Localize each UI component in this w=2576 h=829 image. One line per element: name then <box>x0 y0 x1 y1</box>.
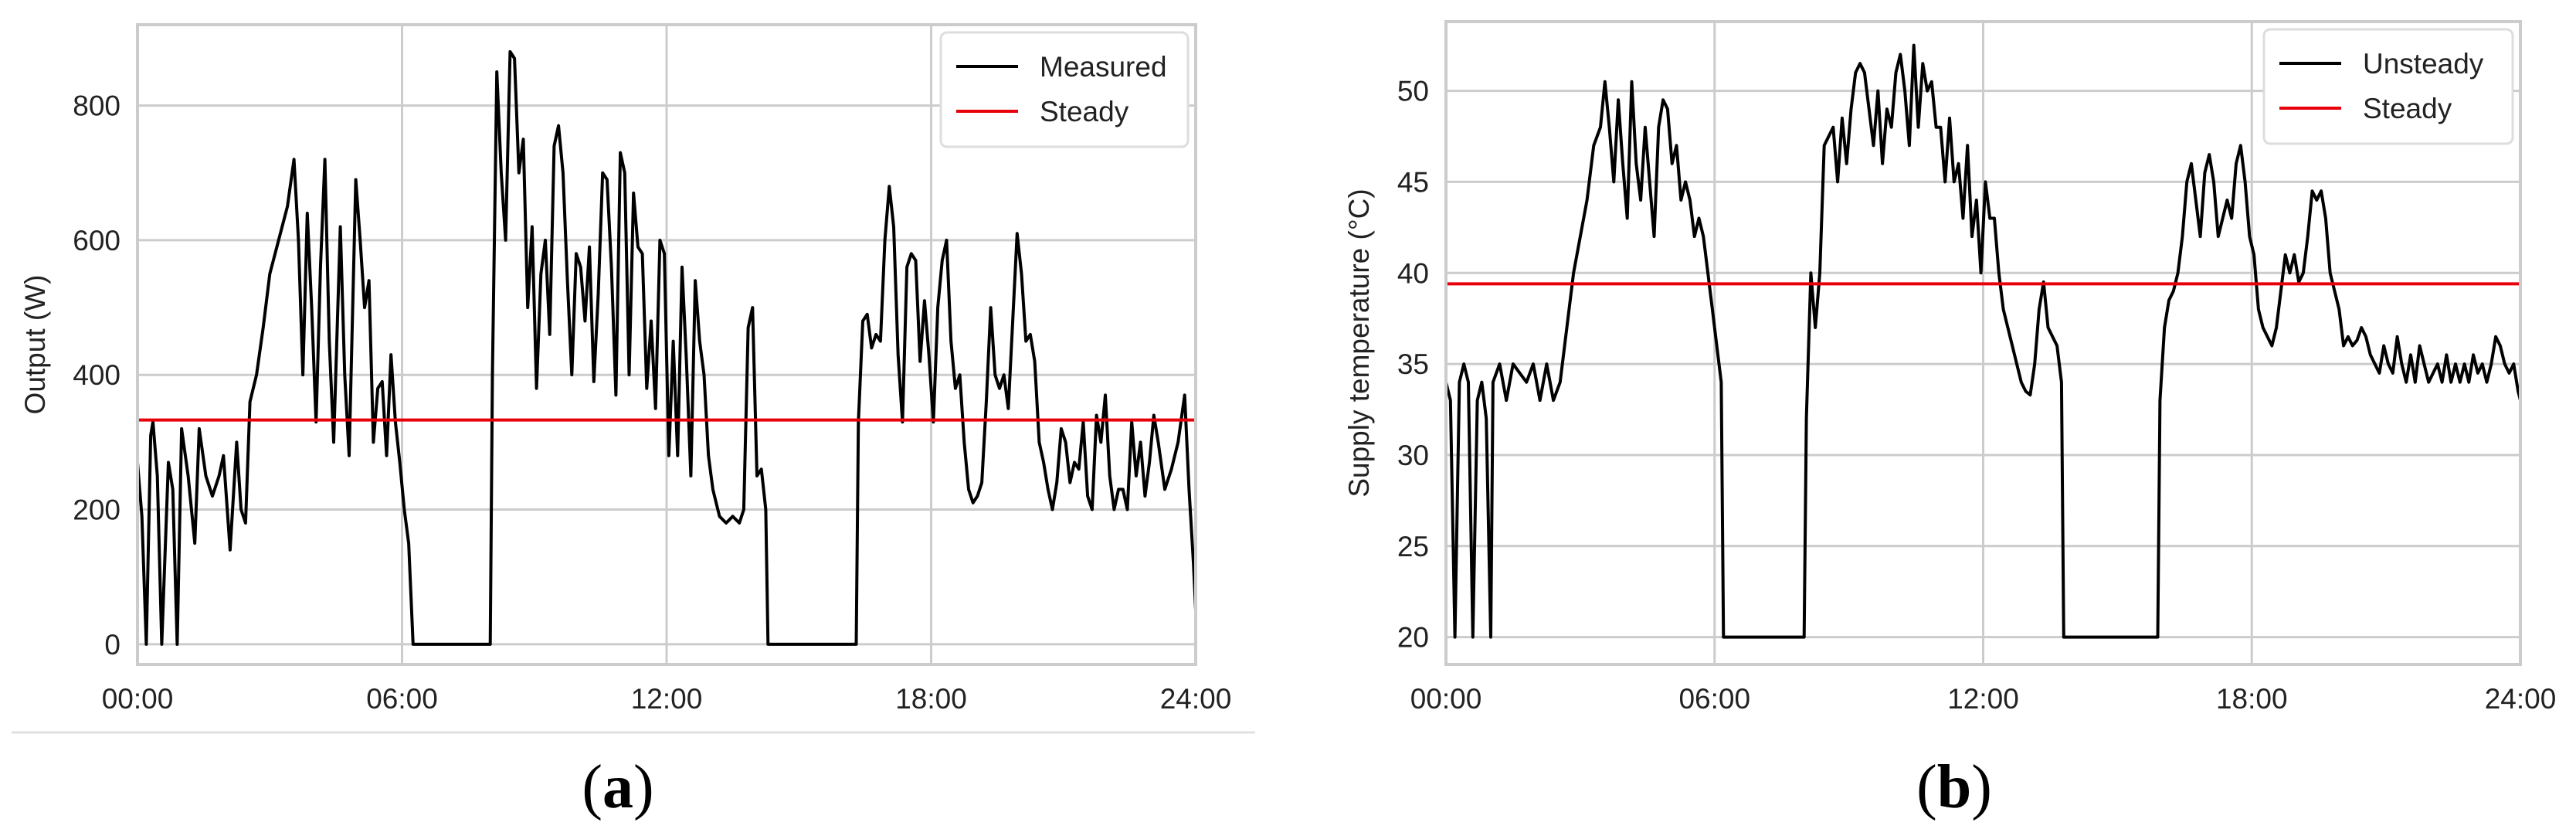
panel-a-legend-label-measured: Measured <box>1040 51 1167 83</box>
panel-b-series-unsteady-line <box>1444 43 2522 639</box>
panel-a-y-tick-label: 0 <box>104 629 120 661</box>
panel-b-x-tick-label: 12:00 <box>1947 683 2019 715</box>
panel-a: 00:00 06:00 12:00 18:00 24:00 0 200 400 600 800 Ou… <box>19 23 1232 821</box>
panel-a-y-tick-label: 600 <box>73 225 120 257</box>
panel-b-y-tick-label: 25 <box>1397 531 1429 562</box>
panel-a-x-tick-label: 06:00 <box>366 683 438 715</box>
panel-b-y-tick-label: 35 <box>1397 348 1429 380</box>
panel-b-y-tick-label: 50 <box>1397 76 1429 107</box>
panel-b-y-axis-label: Supply temperature (°C) <box>1343 189 1375 497</box>
panel-a-y-tick-label: 200 <box>73 494 120 526</box>
panel-a-caption: (a) <box>582 753 653 821</box>
panel-b-plot-frame <box>1444 20 2522 666</box>
panel-a-y-tick-label: 400 <box>73 359 120 391</box>
panel-b-x-tick-label: 18:00 <box>2216 683 2288 715</box>
panel-a-legend: Measured Steady <box>939 31 1190 148</box>
panel-a-x-tick-label: 00:00 <box>102 683 174 715</box>
panel-b-y-tick-label: 45 <box>1397 166 1429 198</box>
panel-b-legend-box <box>2262 28 2514 145</box>
panel-a-plot-frame <box>136 23 1197 666</box>
panel-a-x-tick-label: 12:00 <box>631 683 703 715</box>
panel-a-y-tick-label: 800 <box>73 90 120 122</box>
panel-a-y-axis-label: Output (W) <box>19 275 51 415</box>
panel-b-legend: Unsteady Steady <box>2262 28 2514 145</box>
panel-a-x-tick-label: 18:00 <box>895 683 967 715</box>
panel-b: 00:00 06:00 12:00 18:00 24:00 20 25 30 35 40 45 50 S… <box>1343 20 2557 821</box>
panel-a-x-tick-label: 24:00 <box>1160 683 1232 715</box>
panel-b-x-tick-label: 06:00 <box>1678 683 1750 715</box>
panel-b-caption: (b) <box>1916 753 1992 821</box>
panel-b-y-tick-label: 40 <box>1397 257 1429 289</box>
panel-b-legend-label-unsteady: Unsteady <box>2363 48 2484 80</box>
panel-a-legend-box <box>939 31 1190 148</box>
panel-b-y-tick-label: 30 <box>1397 440 1429 471</box>
panel-b-x-tick-label: 00:00 <box>1410 683 1482 715</box>
panel-b-x-tick-label: 24:00 <box>2485 683 2557 715</box>
panel-b-y-tick-label: 20 <box>1397 622 1429 654</box>
panel-a-legend-label-steady: Steady <box>1040 96 1129 127</box>
panel-a-series-measured-line <box>136 49 1197 646</box>
panel-b-legend-label-steady: Steady <box>2363 93 2452 124</box>
